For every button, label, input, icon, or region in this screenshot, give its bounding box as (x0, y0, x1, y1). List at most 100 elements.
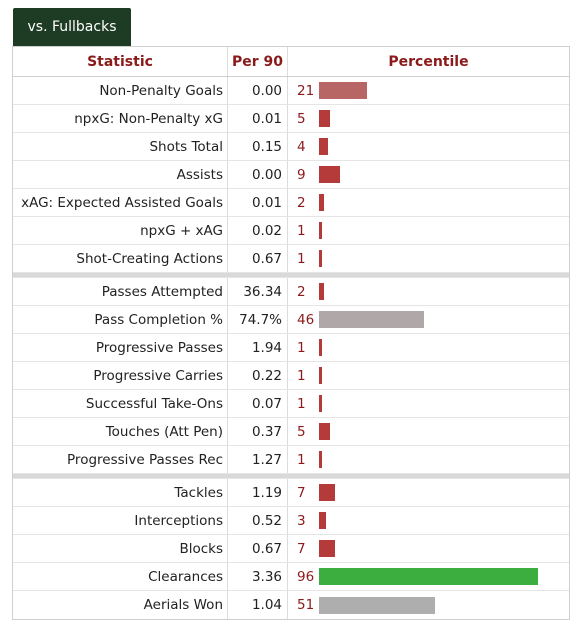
percentile-value: 2 (297, 283, 306, 300)
per90-value: 1.19 (228, 479, 288, 506)
percentile-bar-track (319, 512, 547, 529)
percentile-bar-track (319, 484, 547, 501)
percentile-bar-track (319, 540, 547, 557)
percentile-value: 46 (297, 311, 315, 328)
table-row: xAG: Expected Assisted Goals 0.01 2 (13, 189, 569, 217)
stat-name: Progressive Carries (13, 362, 228, 389)
percentile-bar-track (319, 283, 547, 300)
table-row: npxG: Non-Penalty xG 0.01 5 (13, 105, 569, 133)
table-row: Pass Completion % 74.7% 46 (13, 306, 569, 334)
percentile-cell: 1 (288, 446, 569, 473)
percentile-cell: 7 (288, 535, 569, 562)
per90-value: 1.27 (228, 446, 288, 473)
percentile-value: 1 (297, 367, 306, 384)
stat-name: Aerials Won (13, 591, 228, 619)
percentile-cell: 2 (288, 189, 569, 216)
percentile-cell: 96 (288, 563, 569, 590)
percentile-bar-track (319, 423, 547, 440)
percentile-cell: 51 (288, 591, 569, 619)
per90-value: 0.07 (228, 390, 288, 417)
per90-value: 0.01 (228, 189, 288, 216)
percentile-cell: 2 (288, 278, 569, 305)
percentile-value: 1 (297, 250, 306, 267)
per90-value: 0.01 (228, 105, 288, 132)
table-row: Successful Take-Ons 0.07 1 (13, 390, 569, 418)
table-row: Clearances 3.36 96 (13, 563, 569, 591)
percentile-bar-track (319, 250, 547, 267)
per90-value: 0.67 (228, 245, 288, 272)
percentile-bar (319, 283, 324, 300)
stat-name: npxG + xAG (13, 217, 228, 244)
percentile-bar-track (319, 339, 547, 356)
percentile-value: 1 (297, 222, 306, 239)
percentile-bar (319, 250, 322, 267)
percentile-cell: 1 (288, 362, 569, 389)
percentile-cell: 46 (288, 306, 569, 333)
percentile-value: 21 (297, 82, 315, 99)
percentile-bar (319, 423, 330, 440)
table-body: Non-Penalty Goals 0.00 21 npxG: Non-Penalty… (13, 77, 569, 619)
percentile-value: 1 (297, 339, 306, 356)
percentile-cell: 1 (288, 334, 569, 361)
percentile-cell: 7 (288, 479, 569, 506)
percentile-bar (319, 596, 435, 614)
percentile-bar (319, 222, 322, 239)
tab-label: vs. Fullbacks (27, 19, 117, 35)
per90-value: 0.02 (228, 217, 288, 244)
tab-vs-fullbacks[interactable]: vs. Fullbacks (13, 8, 131, 46)
per90-value: 74.7% (228, 306, 288, 333)
stat-name: Non-Penalty Goals (13, 77, 228, 104)
percentile-value: 5 (297, 423, 306, 440)
percentile-bar-track (319, 367, 547, 384)
table-row: Shot-Creating Actions 0.67 1 (13, 245, 569, 273)
percentile-bar-track (319, 568, 547, 585)
percentile-bar (319, 484, 335, 501)
percentile-value: 9 (297, 166, 306, 183)
percentile-value: 1 (297, 395, 306, 412)
percentile-bar-track (319, 451, 547, 468)
percentile-cell: 5 (288, 418, 569, 445)
percentile-value: 51 (297, 597, 315, 613)
percentile-bar-track (319, 82, 547, 99)
header-statistic: Statistic (13, 47, 228, 76)
stat-name: Blocks (13, 535, 228, 562)
stat-name: Touches (Att Pen) (13, 418, 228, 445)
percentile-cell: 9 (288, 161, 569, 188)
header-percentile: Percentile (388, 53, 469, 70)
per90-value: 3.36 (228, 563, 288, 590)
percentile-bar (319, 367, 322, 384)
percentile-value: 1 (297, 451, 306, 468)
percentile-cell: 1 (288, 217, 569, 244)
percentile-bar-track (319, 222, 547, 239)
percentile-bar-track (319, 138, 547, 155)
table-row: npxG + xAG 0.02 1 (13, 217, 569, 245)
stat-name: xAG: Expected Assisted Goals (13, 189, 228, 216)
stat-name: Interceptions (13, 507, 228, 534)
stat-name: Assists (13, 161, 228, 188)
stat-name: Progressive Passes Rec (13, 446, 228, 473)
percentile-bar (319, 339, 322, 356)
table-row: Progressive Passes Rec 1.27 1 (13, 446, 569, 474)
percentile-bar-track (319, 596, 547, 614)
table-row: Blocks 0.67 7 (13, 535, 569, 563)
percentile-bar (319, 395, 322, 412)
per90-value: 0.00 (228, 161, 288, 188)
percentile-bar-track (319, 110, 547, 127)
percentile-value: 4 (297, 138, 306, 155)
percentile-cell: 1 (288, 390, 569, 417)
percentile-bar (319, 166, 340, 183)
percentile-bar (319, 451, 322, 468)
percentile-cell: 5 (288, 105, 569, 132)
group-separator (13, 474, 569, 479)
per90-value: 1.04 (228, 591, 288, 619)
per90-value: 0.37 (228, 418, 288, 445)
table-row: Interceptions 0.52 3 (13, 507, 569, 535)
per90-value: 0.67 (228, 535, 288, 562)
per90-value: 0.00 (228, 77, 288, 104)
table-row: Aerials Won 1.04 51 (13, 591, 569, 619)
percentile-value: 7 (297, 540, 306, 557)
percentile-value: 3 (297, 512, 306, 529)
table-row: Passes Attempted 36.34 2 (13, 278, 569, 306)
stat-name: Tackles (13, 479, 228, 506)
stat-name: Pass Completion % (13, 306, 228, 333)
